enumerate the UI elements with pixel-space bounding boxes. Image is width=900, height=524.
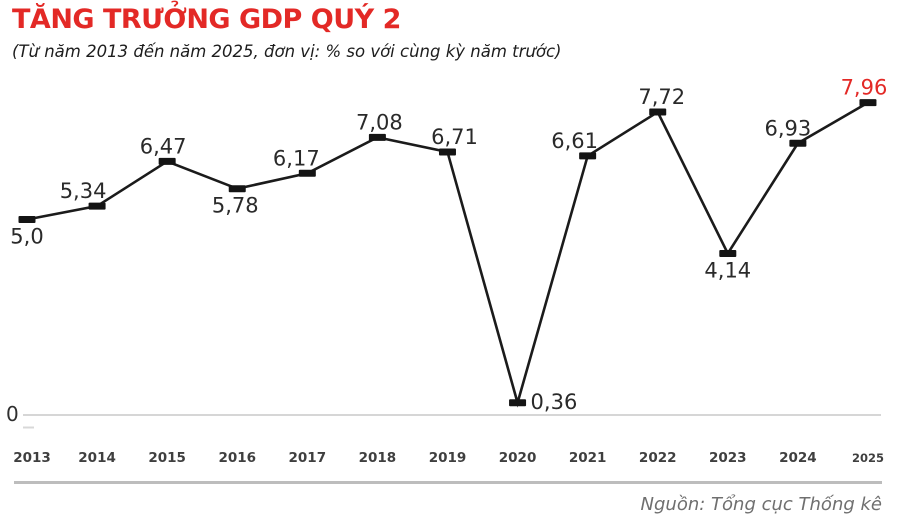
data-point-label: 5,34: [60, 179, 107, 203]
chart-subtitle: (Từ năm 2013 đến năm 2025, đơn vị: % so …: [12, 42, 562, 61]
data-point-label: 5,78: [212, 194, 259, 218]
data-point-label: 5,0: [10, 225, 43, 249]
data-point-marker: [579, 152, 597, 160]
data-point-marker: [88, 202, 106, 210]
data-point-marker: [158, 157, 176, 165]
x-axis-label: 2013: [13, 450, 51, 466]
data-point-marker: [789, 139, 807, 147]
data-point-label: 6,61: [551, 129, 598, 153]
data-point-label: 7,96: [841, 76, 888, 100]
data-point-marker: [719, 249, 737, 257]
data-point-label: 0,36: [531, 390, 578, 414]
x-axis-label: 2024: [779, 450, 817, 466]
x-axis-label: 2017: [289, 450, 327, 466]
data-point-label: 4,14: [704, 258, 751, 282]
data-point-marker: [649, 108, 667, 116]
source-credit: Nguồn: Tổng cục Thống kê: [640, 494, 882, 515]
data-point-marker: [438, 148, 456, 156]
x-axis-label: 2018: [359, 450, 397, 466]
zero-label: 0: [6, 402, 19, 426]
data-point-marker: [228, 185, 246, 193]
x-axis-label: 2021: [569, 450, 607, 466]
x-axis-label: 2023: [709, 450, 747, 466]
data-point-marker: [18, 216, 36, 223]
data-point-label: 6,93: [764, 116, 811, 140]
x-axis-label: 2016: [218, 450, 256, 466]
x-axis-label: 2022: [639, 450, 677, 466]
data-point-marker: [298, 169, 316, 177]
data-point-marker: [509, 399, 527, 407]
x-axis-label: 2020: [499, 450, 537, 466]
footer-divider: [14, 481, 882, 484]
x-axis-label: 2025: [852, 451, 884, 465]
data-point-label: 6,17: [273, 146, 320, 170]
chart-title: TĂNG TRƯỞNG GDP QUÝ 2: [12, 4, 401, 35]
data-point-label: 6,71: [431, 125, 478, 149]
x-axis-label: 2014: [78, 450, 116, 466]
data-point-marker: [859, 99, 877, 107]
x-axis-label: 2019: [429, 450, 467, 466]
x-axis-label: 2015: [148, 450, 186, 466]
data-point-marker: [368, 133, 386, 141]
data-point-label: 6,47: [140, 134, 187, 158]
data-point-label: 7,72: [638, 85, 685, 109]
data-point-label: 7,08: [356, 110, 403, 134]
